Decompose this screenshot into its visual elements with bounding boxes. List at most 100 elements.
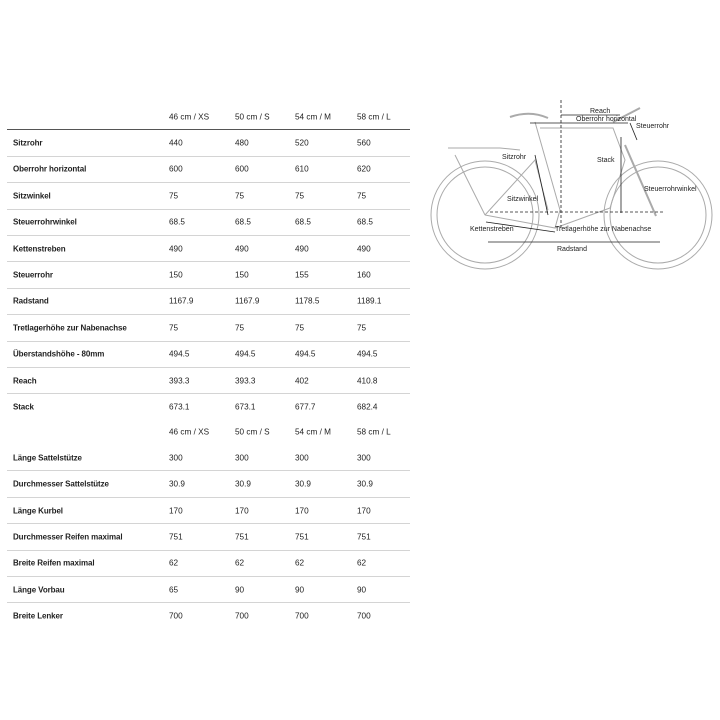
table-header-2: 46 cm / XS 50 cm / S 54 cm / M 58 cm / L	[7, 420, 410, 445]
cell-value: 700	[235, 611, 249, 621]
cell-value: 160	[357, 270, 371, 280]
table-row: Sitzwinkel 75 75 75 75	[7, 183, 410, 210]
diagram-label-sitzrohr: Sitzrohr	[502, 154, 527, 161]
table-row: Oberrohr horizontal 600 600 610 620	[7, 157, 410, 184]
cell-value: 68.5	[169, 217, 185, 227]
diagram-label-reach: Reach	[590, 108, 610, 115]
cell-value: 673.1	[169, 402, 190, 412]
diagram-label-tretlager: Tretlagerhöhe zur Nabenachse	[555, 226, 651, 233]
cell-value: 490	[295, 244, 309, 254]
cell-value: 300	[295, 453, 309, 463]
cell-value: 170	[295, 506, 309, 516]
table-row: Stack 673.1 673.1 677.7 682.4	[7, 394, 410, 419]
cell-value: 300	[235, 453, 249, 463]
diagram-label-radstand: Radstand	[557, 246, 587, 253]
table-header: 46 cm / XS 50 cm / S 54 cm / M 58 cm / L	[7, 104, 410, 131]
front-wheel	[603, 160, 713, 270]
cell-value: 170	[169, 506, 183, 516]
table-row: Steuerrohrwinkel 68.5 68.5 68.5 68.5	[7, 210, 410, 236]
cell-value: 75	[295, 191, 305, 201]
row-label: Steuerrohrwinkel	[13, 217, 77, 227]
cell-value: 610	[295, 164, 309, 174]
table-row: Kettenstreben 490 490 490 490	[7, 236, 410, 263]
cell-value: 1167.9	[235, 296, 260, 306]
cell-value: 393.3	[235, 376, 256, 386]
cell-value: 520	[295, 138, 309, 148]
column-header: 54 cm / M	[295, 427, 331, 437]
cell-value: 170	[357, 506, 371, 516]
row-label: Breite Reifen maximal	[13, 558, 95, 568]
row-label: Sitzwinkel	[13, 191, 51, 201]
cell-value: 68.5	[235, 217, 251, 227]
cell-value: 65	[169, 585, 179, 595]
cell-value: 1178.5	[295, 296, 320, 306]
cell-value: 682.4	[357, 402, 378, 412]
cell-value: 490	[235, 244, 249, 254]
cell-value: 402	[295, 376, 309, 386]
diagram-label-oberrohr: Oberrohr horizontal	[576, 116, 637, 123]
cell-value: 480	[235, 138, 249, 148]
cell-value: 600	[169, 164, 183, 174]
diagram-label-stack: Stack	[597, 157, 615, 164]
table-row: Länge Sattelstütze 300 300 300 300	[7, 445, 410, 472]
diagram-label-steuerrohr: Steuerrohr	[636, 123, 670, 130]
cell-value: 700	[295, 611, 309, 621]
measure-lines	[485, 100, 665, 243]
row-label: Sitzrohr	[13, 138, 43, 148]
cell-value: 751	[169, 532, 183, 542]
cell-value: 75	[169, 191, 179, 201]
cell-value: 62	[235, 558, 245, 568]
row-label: Oberrohr horizontal	[13, 164, 87, 174]
diagram-label-kettenstreben: Kettenstreben	[470, 226, 514, 233]
cell-value: 30.9	[295, 479, 311, 489]
cell-value: 1167.9	[169, 296, 194, 306]
row-label: Reach	[13, 376, 37, 386]
row-label: Steuerrohr	[13, 270, 53, 280]
cell-value: 700	[357, 611, 371, 621]
table-row: Überstandshöhe - 80mm 494.5 494.5 494.5 494.…	[7, 342, 410, 368]
cell-value: 1189.1	[357, 296, 382, 306]
cell-value: 90	[235, 585, 245, 595]
table-row: Radstand 1167.9 1167.9 1178.5 1189.1	[7, 289, 410, 316]
row-label: Breite Lenker	[13, 611, 63, 621]
row-label: Kettenstreben	[13, 244, 66, 254]
cell-value: 62	[357, 558, 367, 568]
row-label: Länge Kurbel	[13, 506, 63, 516]
row-label: Länge Sattelstütze	[13, 453, 82, 463]
column-header: 50 cm / S	[235, 427, 270, 437]
column-header: 50 cm / S	[235, 112, 270, 122]
table-row: Steuerrohr 150 150 155 160	[7, 262, 410, 289]
cell-value: 62	[169, 558, 179, 568]
cell-value: 68.5	[357, 217, 373, 227]
table-row: Durchmesser Reifen maximal 751 751 751 751	[7, 524, 410, 551]
geometry-table: 46 cm / XS 50 cm / S 54 cm / M 58 cm / L…	[7, 104, 410, 629]
row-label: Überstandshöhe - 80mm	[13, 349, 105, 359]
cell-value: 300	[169, 453, 183, 463]
diagram-label-sitzwinkel: Sitzwinkel	[507, 196, 539, 203]
cell-value: 440	[169, 138, 183, 148]
cell-value: 751	[295, 532, 309, 542]
cell-value: 494.5	[169, 349, 190, 359]
cell-value: 75	[169, 323, 179, 333]
cell-value: 75	[235, 323, 245, 333]
table-row: Tretlagerhöhe zur Nabenachse 75 75 75 75	[7, 315, 410, 342]
cell-value: 490	[169, 244, 183, 254]
table-row: Breite Reifen maximal 62 62 62 62	[7, 551, 410, 578]
table-row: Breite Lenker 700 700 700 700	[7, 603, 410, 628]
cell-value: 700	[169, 611, 183, 621]
cell-value: 560	[357, 138, 371, 148]
cell-value: 620	[357, 164, 371, 174]
cell-value: 150	[235, 270, 249, 280]
cell-value: 751	[235, 532, 249, 542]
cell-value: 677.7	[295, 402, 316, 412]
cell-value: 170	[235, 506, 249, 516]
table-row: Länge Kurbel 170 170 170 170	[7, 498, 410, 525]
cell-value: 751	[357, 532, 371, 542]
cell-value: 300	[357, 453, 371, 463]
diagram-label-steuerrohrwinkel: Steuerrohrwinkel	[644, 186, 697, 193]
table-row: Durchmesser Sattelstütze 30.9 30.9 30.9 30.9	[7, 471, 410, 498]
cell-value: 393.3	[169, 376, 190, 386]
cell-value: 490	[357, 244, 371, 254]
cell-value: 90	[295, 585, 305, 595]
